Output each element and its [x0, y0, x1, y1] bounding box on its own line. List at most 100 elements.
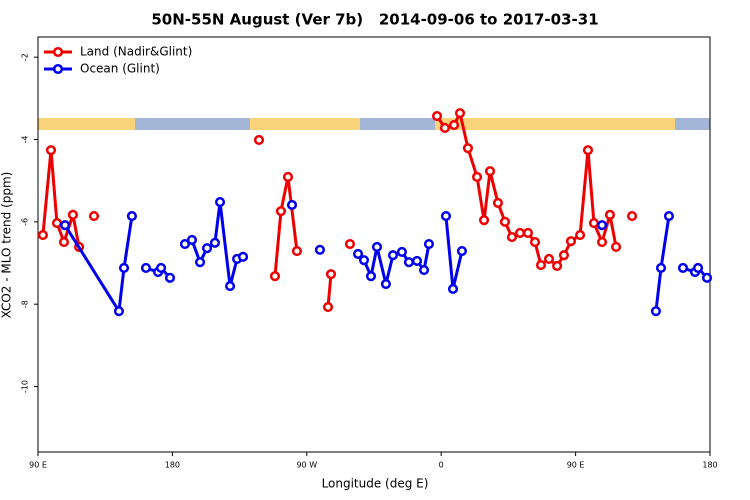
data-point [471, 171, 483, 183]
data-point [126, 211, 137, 222]
data-point [88, 211, 100, 222]
data-point [224, 281, 236, 292]
series-line [435, 108, 618, 269]
data-point [506, 232, 518, 243]
data-point [380, 278, 391, 290]
data-point [552, 260, 563, 271]
data-point [179, 239, 190, 250]
y-tick-label: -8 [21, 300, 30, 308]
data-point [431, 110, 443, 122]
data-point [45, 145, 57, 156]
data-point [67, 209, 78, 220]
data-point [58, 236, 70, 248]
data-point [514, 227, 526, 239]
legend-label: Land (Nadir&Glint) [80, 45, 192, 59]
data-point [701, 272, 713, 283]
data-point [650, 306, 661, 317]
data-point [156, 262, 167, 274]
data-point [140, 262, 152, 274]
y-axis-label: XCO2 - MLO trend (ppm) [0, 172, 14, 319]
data-point [484, 166, 496, 177]
data-point [403, 257, 414, 268]
x-tick-label: 0 [439, 461, 444, 470]
data-point [693, 262, 704, 274]
land-band [435, 118, 675, 130]
series-line [273, 176, 299, 277]
series-line [326, 274, 333, 308]
data-point [164, 272, 176, 283]
data-point [565, 236, 577, 247]
data-point [423, 239, 435, 250]
data-point [492, 197, 503, 208]
data-point [352, 248, 364, 260]
data-point [588, 218, 600, 229]
data-point [387, 250, 399, 261]
data-point [322, 302, 334, 313]
data-point [479, 215, 490, 226]
data-point [535, 260, 547, 271]
data-point [596, 236, 608, 248]
data-point [582, 145, 594, 156]
data-point [344, 239, 356, 250]
land-band [250, 118, 360, 130]
data-point [286, 199, 298, 211]
data-point [522, 227, 534, 239]
data-point [37, 229, 48, 241]
x-tick-label: 90 E [29, 461, 47, 470]
x-tick-label: 180 [165, 461, 180, 470]
data-point [418, 264, 430, 276]
y-tick-label: -4 [21, 136, 30, 144]
data-point [253, 134, 265, 145]
data-point [282, 171, 294, 183]
data-point [626, 211, 638, 222]
data-point [396, 246, 407, 257]
legend-marker [52, 63, 64, 75]
data-point [358, 255, 370, 266]
data-point [439, 122, 450, 134]
data-point [237, 251, 249, 262]
data-point [663, 211, 674, 222]
data-point [447, 283, 459, 295]
legend-marker [52, 46, 64, 58]
plot-frame [37, 36, 711, 453]
data-point [558, 250, 570, 261]
data-point [440, 211, 452, 222]
data-point [604, 209, 615, 220]
data-point [411, 255, 423, 267]
y-tick-label: -6 [21, 218, 30, 226]
y-tick-label: -2 [21, 53, 30, 61]
data-point [314, 244, 325, 255]
data-point [113, 306, 124, 317]
data-point [201, 243, 213, 254]
y-tick-label: -10 [21, 380, 30, 393]
land-band [38, 118, 135, 130]
data-point [655, 262, 667, 274]
series-line [63, 215, 134, 316]
data-point [269, 271, 281, 282]
data-point [291, 246, 302, 257]
data-point [448, 120, 460, 131]
data-point [186, 234, 198, 246]
data-point [209, 237, 221, 248]
series-line [41, 150, 81, 248]
chart-title: 50N-55N August (Ver 7b) 2014-09-06 to 20… [151, 11, 598, 29]
data-point [529, 236, 541, 248]
data-point [499, 216, 511, 227]
data-point [59, 220, 71, 231]
data-point [611, 241, 622, 253]
x-tick-label: 90 W [296, 461, 317, 470]
land-mask [38, 118, 710, 130]
x-tick-label: 180 [702, 461, 717, 470]
data-point [575, 229, 586, 241]
data-point [275, 206, 287, 217]
data-point [118, 262, 130, 274]
legend-label: Ocean (Glint) [80, 62, 160, 76]
data-point [214, 197, 226, 208]
data-point [325, 269, 337, 280]
data-point [365, 271, 377, 282]
data-point [456, 246, 468, 257]
data-point [543, 253, 555, 264]
data-point [51, 218, 63, 229]
data-point [194, 257, 206, 268]
